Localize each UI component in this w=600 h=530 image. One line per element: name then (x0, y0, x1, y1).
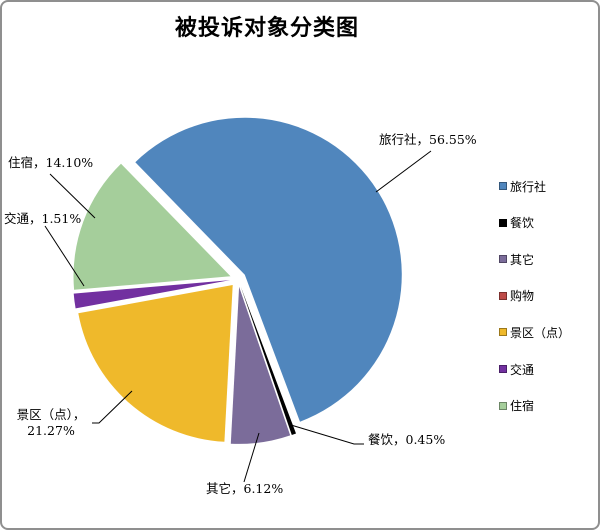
legend-label: 景区（点） (510, 325, 571, 340)
legend-swatch-travel-agency (499, 182, 507, 190)
legend-label: 旅行社 (510, 179, 547, 194)
pie-slice-transport[interactable] (73, 280, 231, 309)
legend-label: 购物 (510, 289, 535, 304)
legend-label: 交通 (510, 362, 535, 377)
legend-item-catering[interactable]: 餐饮 (499, 216, 534, 230)
slice-label-line: 其它，6.12% (206, 481, 284, 496)
leader-line-travel-agency (375, 150, 432, 193)
pie-slice-scenic-area[interactable] (78, 285, 233, 442)
slice-label-catering: 餐饮，0.45% (368, 432, 448, 448)
slice-label-other: 其它，6.12% (206, 481, 286, 497)
legend-item-accommodation[interactable]: 住宿 (499, 399, 534, 413)
slice-label-line: 交通，1.51% (4, 211, 82, 226)
legend-label: 住宿 (510, 399, 535, 414)
legend-item-other[interactable]: 其它 (499, 252, 535, 267)
leader-line-scenic-area (92, 390, 133, 424)
leader-line-other (243, 432, 260, 483)
legend-item-shopping[interactable]: 购物 (499, 289, 534, 303)
leader-line-accommodation (49, 173, 96, 219)
chart-title: 被投诉对象分类图 (174, 15, 359, 41)
legend-item-transport[interactable]: 交通 (499, 362, 535, 377)
slice-label-line: 景区（点）， (16, 407, 86, 422)
leader-line-transport (44, 225, 85, 287)
slice-label-travel-agency: 旅行社，56.55% (379, 132, 477, 148)
slice-label-accommodation: 住宿，14.10% (8, 155, 94, 171)
legend-swatch-shopping (499, 291, 507, 300)
legend-swatch-transport (499, 365, 507, 373)
legend-item-travel-agency[interactable]: 旅行社 (499, 179, 547, 194)
slice-label-line: 21.27% (27, 423, 75, 438)
leader-line-catering (290, 424, 364, 445)
legend-label: 餐饮 (510, 216, 535, 231)
pie-slice-catering[interactable] (240, 286, 296, 436)
pie-slice-travel-agency[interactable] (135, 117, 402, 422)
legend-swatch-scenic-area (499, 328, 507, 337)
pie-slice-other[interactable] (230, 286, 291, 444)
legend-item-scenic-area[interactable]: 景区（点） (499, 325, 571, 340)
slice-label-transport: 交通，1.51% (4, 211, 84, 227)
slice-label-line: 餐饮，0.45% (368, 432, 446, 447)
slice-label-line: 旅行社，56.55% (379, 132, 477, 147)
legend-label: 其它 (510, 252, 535, 267)
pie-slice-accommodation[interactable] (73, 163, 231, 290)
slice-label-scenic-area: 景区（点）， 21.27% (13, 407, 89, 439)
slice-label-line: 住宿，14.10% (8, 155, 94, 170)
legend-swatch-catering (499, 218, 507, 227)
legend-swatch-accommodation (499, 401, 507, 410)
legend-swatch-other (499, 255, 507, 264)
